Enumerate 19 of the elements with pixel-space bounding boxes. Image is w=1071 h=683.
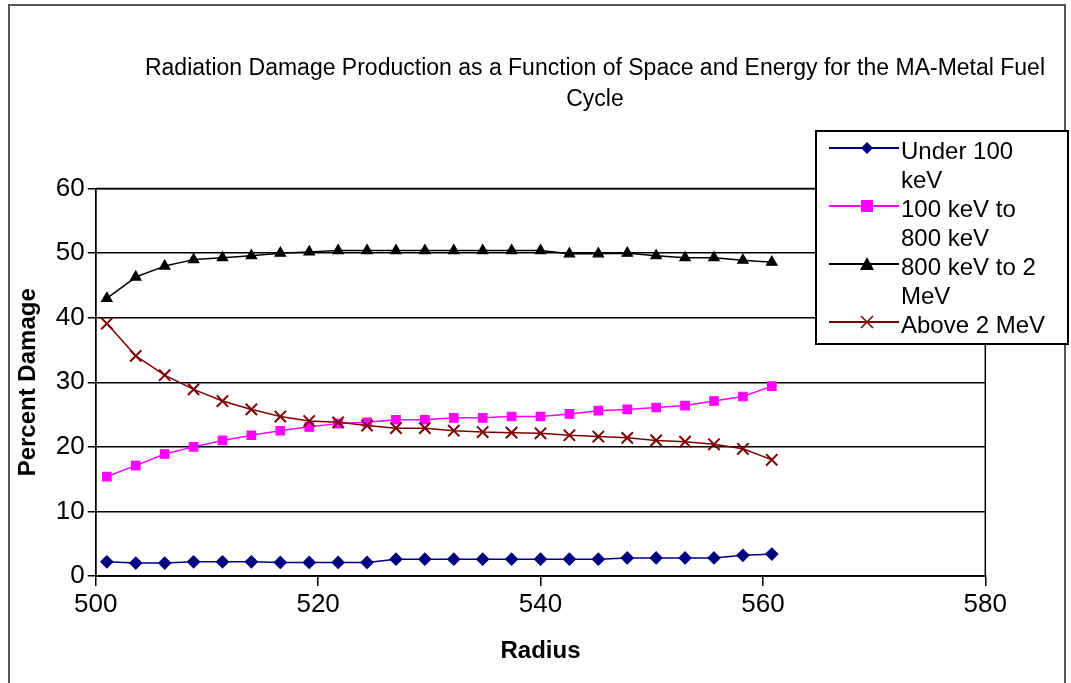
x-tick-label: 580 — [963, 587, 1008, 618]
y-tick-label: 20 — [55, 430, 85, 461]
x-axis-title: Radius — [500, 636, 581, 664]
x-tick-label: 520 — [296, 587, 340, 618]
y-axis-title: Percent Damage — [13, 288, 41, 477]
chart-title: Radiation Damage Production as a Function of Space and Energy for the MA-Metal Fuel Cycle — [143, 53, 1046, 113]
legend-label: Under 100 keV — [901, 136, 1015, 194]
x-tick-label: 540 — [518, 587, 563, 618]
x-tick-label: 500 — [74, 587, 118, 618]
y-tick-label: 40 — [55, 300, 85, 331]
y-tick-label: 60 — [55, 171, 85, 202]
legend-label: 800 keV to 2 MeV — [901, 252, 1037, 310]
legend-label: Above 2 MeV — [901, 310, 1047, 339]
y-tick-label: 10 — [55, 494, 85, 525]
y-tick-label: 50 — [55, 236, 85, 267]
y-tick-label: 0 — [70, 559, 85, 590]
y-tick-label: 30 — [55, 365, 85, 396]
x-tick-label: 560 — [741, 587, 785, 618]
legend-label: 100 keV to 800 keV — [901, 194, 1017, 252]
